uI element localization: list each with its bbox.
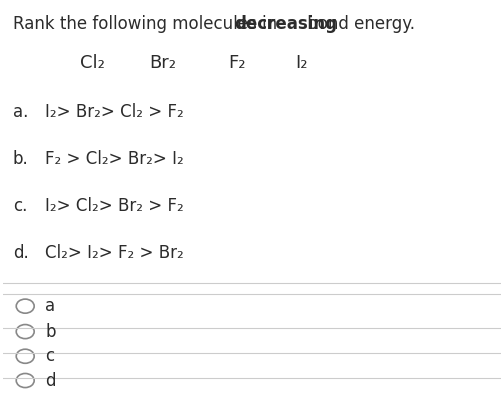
Text: F₂: F₂ bbox=[228, 54, 246, 72]
Text: Cl₂> I₂> F₂ > Br₂: Cl₂> I₂> F₂ > Br₂ bbox=[45, 244, 184, 262]
Text: I₂: I₂ bbox=[295, 54, 308, 72]
Text: a.: a. bbox=[13, 103, 28, 121]
Text: b: b bbox=[45, 323, 55, 341]
Text: Rank the following molecules in: Rank the following molecules in bbox=[13, 15, 282, 33]
Text: c: c bbox=[45, 347, 54, 365]
Text: decreasing: decreasing bbox=[234, 15, 338, 33]
Text: Cl₂: Cl₂ bbox=[80, 54, 105, 72]
Text: c.: c. bbox=[13, 197, 27, 215]
Text: d: d bbox=[45, 372, 55, 389]
Text: a: a bbox=[45, 297, 55, 315]
Text: b.: b. bbox=[13, 150, 29, 168]
Text: bond energy.: bond energy. bbox=[302, 15, 415, 33]
Text: F₂ > Cl₂> Br₂> I₂: F₂ > Cl₂> Br₂> I₂ bbox=[45, 150, 184, 168]
Text: d.: d. bbox=[13, 244, 29, 262]
Text: Br₂: Br₂ bbox=[149, 54, 176, 72]
Text: I₂> Br₂> Cl₂ > F₂: I₂> Br₂> Cl₂ > F₂ bbox=[45, 103, 184, 121]
Text: I₂> Cl₂> Br₂ > F₂: I₂> Cl₂> Br₂ > F₂ bbox=[45, 197, 184, 215]
